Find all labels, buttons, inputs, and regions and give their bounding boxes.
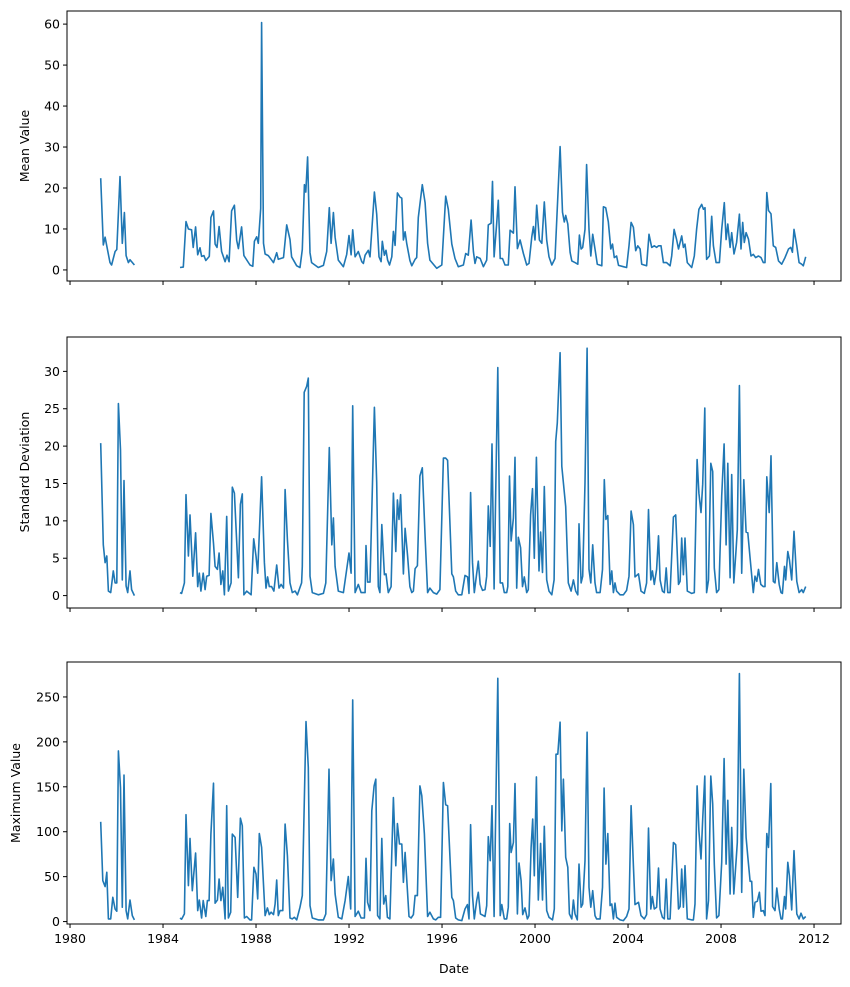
series-line-segment-0 xyxy=(99,750,136,921)
series-line-segment-1 xyxy=(179,347,807,596)
y-tick-label: 30 xyxy=(44,140,60,155)
y-tick-label: 15 xyxy=(44,476,60,491)
axes-maximum-value: 0 50 100 150 200 250 1980 1984 1988 1992 1996 2000 2… xyxy=(36,661,842,946)
y-tick-label: 5 xyxy=(52,551,60,566)
y-tick-label: 0 xyxy=(52,262,60,277)
x-tick-label: 2004 xyxy=(612,931,644,946)
x-tick-label: 1996 xyxy=(426,931,458,946)
y-tick-label: 150 xyxy=(36,779,60,794)
y-axis-label-max: Maximum Value xyxy=(8,743,23,843)
y-axis-label-std: Standard Deviation xyxy=(17,412,32,533)
axes-frame xyxy=(66,661,842,925)
x-axis-label: Date xyxy=(439,961,469,976)
y-tick-label: 30 xyxy=(44,364,60,379)
x-tick-label: 2012 xyxy=(798,931,830,946)
y-axis-label-mean: Mean Value xyxy=(17,110,32,183)
y-tick-label: 10 xyxy=(44,513,60,528)
axes-standard-deviation: 0 5 10 15 20 25 30 xyxy=(44,336,842,612)
series-line-segment-1 xyxy=(179,672,807,922)
y-tick-label: 20 xyxy=(44,439,60,454)
series-line-segment-0 xyxy=(99,402,136,596)
axes-frame xyxy=(66,336,842,609)
y-tick-label: 10 xyxy=(44,221,60,236)
axes-mean-value: 0 10 20 30 40 50 60 xyxy=(44,10,842,285)
y-tick-label: 50 xyxy=(44,869,60,884)
x-tick-label: 1984 xyxy=(147,931,179,946)
x-tick-label: 2008 xyxy=(705,931,737,946)
x-tick-label: 1988 xyxy=(240,931,272,946)
series-line-segment-0 xyxy=(99,175,136,266)
x-tick-label: 1992 xyxy=(333,931,365,946)
y-tick-label: 250 xyxy=(36,689,60,704)
y-tick-label: 0 xyxy=(52,588,60,603)
y-tick-label: 200 xyxy=(36,734,60,749)
y-tick-label: 60 xyxy=(44,17,60,32)
y-tick-label: 50 xyxy=(44,58,60,73)
y-tick-label: 100 xyxy=(36,824,60,839)
y-tick-label: 20 xyxy=(44,180,60,195)
x-tick-label: 1980 xyxy=(54,931,86,946)
series-line-segment-1 xyxy=(179,21,807,270)
axes-frame xyxy=(66,10,842,282)
y-tick-label: 25 xyxy=(44,401,60,416)
y-tick-label: 40 xyxy=(44,99,60,114)
x-tick-label: 2000 xyxy=(519,931,551,946)
y-tick-label: 0 xyxy=(52,914,60,929)
